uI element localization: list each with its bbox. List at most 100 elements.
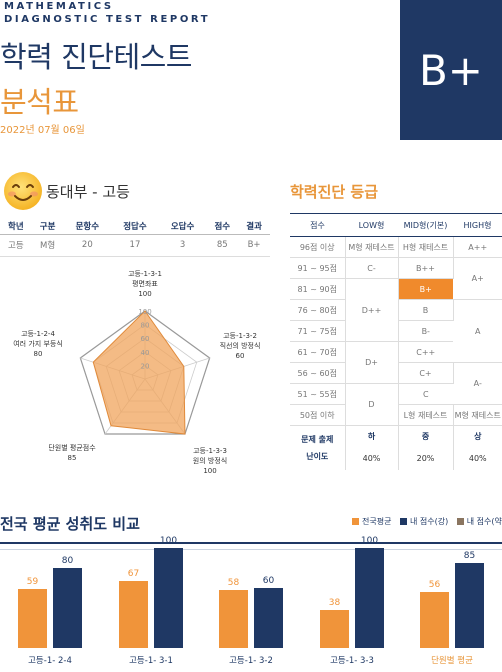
diag-header: HIGH형 [453,213,502,237]
info-header: 오답수 [158,218,207,235]
comparison-bar-chart: 59 80 고등-1- 2-4 67 100 고등-1- 3-1 58 60 고등-1- 3-2… [18,536,484,666]
chart-divider [0,542,502,550]
comparison-bar [320,610,349,648]
comparison-bar-value: 100 [160,536,177,546]
radar-tick-label: 100 [138,308,151,316]
radar-axis-label: 직선의 방정식 [220,341,261,350]
diag-high: A+ [453,257,502,300]
info-cell: 85 [206,234,239,257]
radar-axis-label: 고등-1-3-3 [193,447,227,455]
diag-score: 50점 이하 [290,404,346,426]
diag-row: 61 ~ 70점 D+ C++ [290,341,502,384]
english-title: MATHEMATICS DIAGNOSTIC TEST REPORT [4,0,210,26]
legend-swatch-national [352,517,359,525]
diag-difficulty-label-1: 문제 출제 [301,434,334,444]
radar-axis-label: 60 [236,352,245,360]
diag-low: M형 재테스트 [345,236,399,258]
comparison-bar [18,589,47,648]
english-title-line2: DIAGNOSTIC TEST REPORT [4,14,211,25]
diag-low: D+ [345,341,399,384]
diag-score: 56 ~ 60점 [290,362,346,384]
legend-label: 내 점수(강) [410,517,449,526]
comparison-bar [53,568,82,648]
radar-data-area [92,310,186,435]
info-cell: 20 [63,234,112,257]
info-header: 구분 [31,218,64,235]
radar-axis-label: 100 [203,467,216,475]
comparison-bar-value: 67 [128,569,139,579]
comparison-bar [455,563,484,648]
diag-high: A- [453,362,502,405]
diag-row: 56 ~ 60점 C+ A- [290,362,502,405]
diag-low: D [345,383,399,426]
diag-row: 81 ~ 90점 D++ B+ [290,278,502,342]
radar-axis-label: 평면좌표 [132,279,158,288]
comparison-category-label: 단원별 평균 [431,655,473,666]
student-name: 동대부 - 고등 [46,183,130,201]
diag-mid: B [398,299,454,321]
page-title: 학력 진단테스트 [0,40,192,74]
comparison-bar-value: 59 [27,577,39,587]
info-header: 학년 [0,218,32,235]
comparison-bar [119,581,148,648]
info-header: 정답수 [111,218,159,235]
info-header: 결과 [238,218,270,235]
diag-score: 91 ~ 95점 [290,257,346,279]
diag-row: 76 ~ 80점 B A [290,299,502,363]
diag-mid: L형 재테스트 [398,404,454,426]
diag-level: 하 [345,425,399,448]
student-info-table: 학년 구분 문항수 정답수 오답수 점수 결과 고등 M형 20 17 3 85… [0,218,270,257]
diag-score: 81 ~ 90점 [290,278,346,300]
comparison-title: 전국 평균 성취도 비교 [0,515,140,533]
diag-high: A++ [453,236,502,258]
diag-level: 상 [453,425,502,448]
diag-level: 중 [398,425,454,448]
info-cell: B+ [238,234,270,257]
radar-tick-label: 60 [141,335,150,343]
comparison-legend: 전국평균 내 점수(강) 내 점수(약) [346,516,502,527]
diag-high: M형 재테스트 [453,404,502,426]
diag-high: A [453,299,502,363]
diagnosis-title: 학력진단 등급 [290,183,379,201]
legend-label: 전국평균 [362,517,392,526]
comparison-bar-value: 80 [62,556,74,566]
diag-level-row: 문제 출제 난이도 하 중 상 [290,425,502,470]
radar-axis-label: 고등-1-2-4 [21,330,55,338]
radar-axis-label: 여러 가지 부등식 [13,339,63,348]
comparison-bar-value: 38 [329,598,341,608]
comparison-category-label: 고등-1- 3-3 [330,656,374,666]
info-header-row: 학년 구분 문항수 정답수 오답수 점수 결과 [0,218,270,235]
smiling-face-icon [4,172,42,210]
diag-difficulty-label: 문제 출제 난이도 [290,425,346,470]
diag-row: 51 ~ 55점 D C [290,383,502,426]
diag-ratio: 40% [468,454,487,463]
comparison-category-label: 고등-1- 3-2 [229,656,273,666]
comparison-bar-value: 56 [429,580,441,590]
comparison-bar [219,590,248,648]
report-date: 2022년 07월 06일 [0,125,85,136]
diag-row: 71 ~ 75점 B- [290,320,502,342]
diag-mid: C [398,383,453,405]
legend-swatch-weak [456,517,464,525]
diagnosis-table: 점수 LOW형 MID형(기본) HIGH형 96점 이상 M형 재테스트 H형… [290,213,502,470]
radar-axis-label: 85 [68,454,77,462]
diag-mid: C+ [398,362,454,384]
diag-score: 51 ~ 55점 [290,383,346,405]
diag-low: C- [345,257,399,279]
info-cell: 고등 [0,234,32,257]
comparison-bar [154,548,183,648]
radar-grid-ring [79,310,211,435]
legend-swatch-strong [400,517,407,525]
comparison-bar-value: 60 [263,576,275,586]
diag-score: 71 ~ 75점 [290,320,346,342]
grade-badge: B+ [400,0,502,140]
diag-row: 91 ~ 95점 C- B++ A+ [290,257,502,300]
diag-score: 61 ~ 70점 [290,341,346,363]
radar-axis-label: 단원별 평균점수 [48,443,96,452]
comparison-bar [254,588,283,648]
comparison-bar [420,592,449,648]
radar-axis-label: 100 [138,290,151,298]
diag-mid: C++ [398,341,453,363]
english-title-line1: MATHEMATICS [4,1,114,12]
